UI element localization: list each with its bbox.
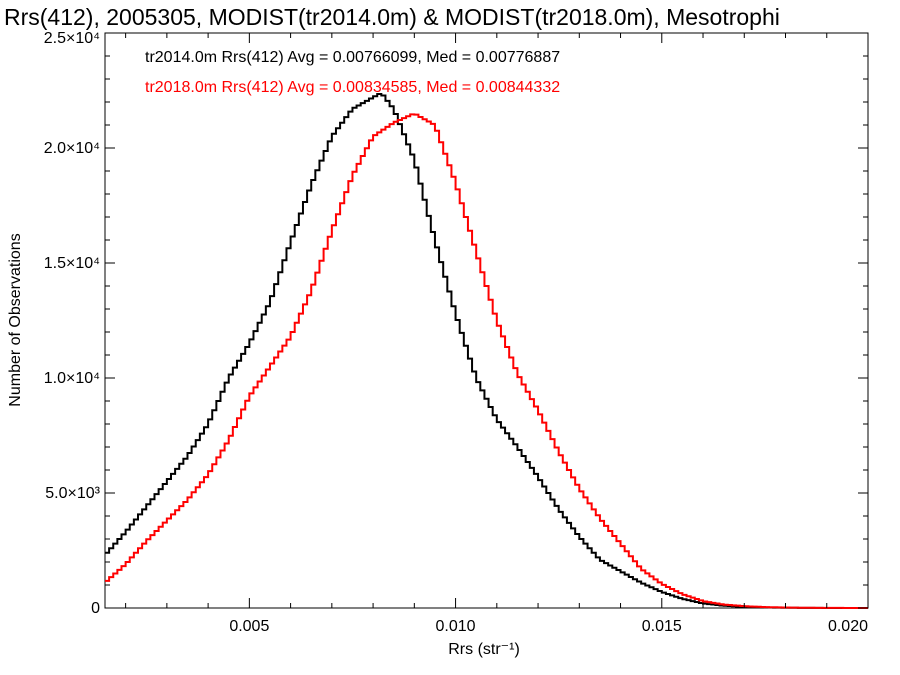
x-axis: 0.005 0.010 0.015 0.020 (125, 33, 869, 635)
legend-entry-tr2018: tr2018.0m Rrs(412) Avg = 0.00834585, Med… (145, 79, 560, 96)
y-tick-label: 2.5×10⁴ (44, 30, 100, 47)
plot-frame (104, 32, 869, 609)
chart-title: Rrs(412), 2005305, MODIST(tr2014.0m) & M… (4, 4, 780, 30)
series-line-tr2018.0m (105, 113, 868, 609)
x-tick-label: 0.010 (436, 618, 476, 635)
legend: tr2014.0m Rrs(412) Avg = 0.00766099, Med… (145, 49, 560, 96)
x-tick-label: 0.015 (642, 618, 682, 635)
y-tick-label: 1.5×10⁴ (44, 255, 100, 272)
y-tick-label: 2.0×10⁴ (44, 140, 100, 157)
series-layer (105, 92, 868, 609)
series-line-tr2014.0m (105, 92, 868, 609)
y-axis: 0 5.0×10³ 1.0×10⁴ 1.5×10⁴ 2.0×10⁴ 2.5×10⁴ (44, 30, 868, 617)
plot-area: 0.005 0.010 0.015 0.020 0 5.0×10³ 1.0×10⁴ 1.5×… (44, 30, 869, 635)
x-tick-label: 0.020 (828, 618, 868, 635)
legend-entry-tr2014: tr2014.0m Rrs(412) Avg = 0.00766099, Med… (145, 49, 560, 66)
y-tick-label: 1.0×10⁴ (44, 370, 100, 387)
x-axis-label: Rrs (str⁻¹) (448, 641, 520, 658)
y-tick-label: 0 (91, 600, 100, 617)
x-tick-label: 0.005 (229, 618, 269, 635)
y-tick-label: 5.0×10³ (45, 485, 100, 502)
y-axis-label: Number of Observations (7, 233, 24, 406)
